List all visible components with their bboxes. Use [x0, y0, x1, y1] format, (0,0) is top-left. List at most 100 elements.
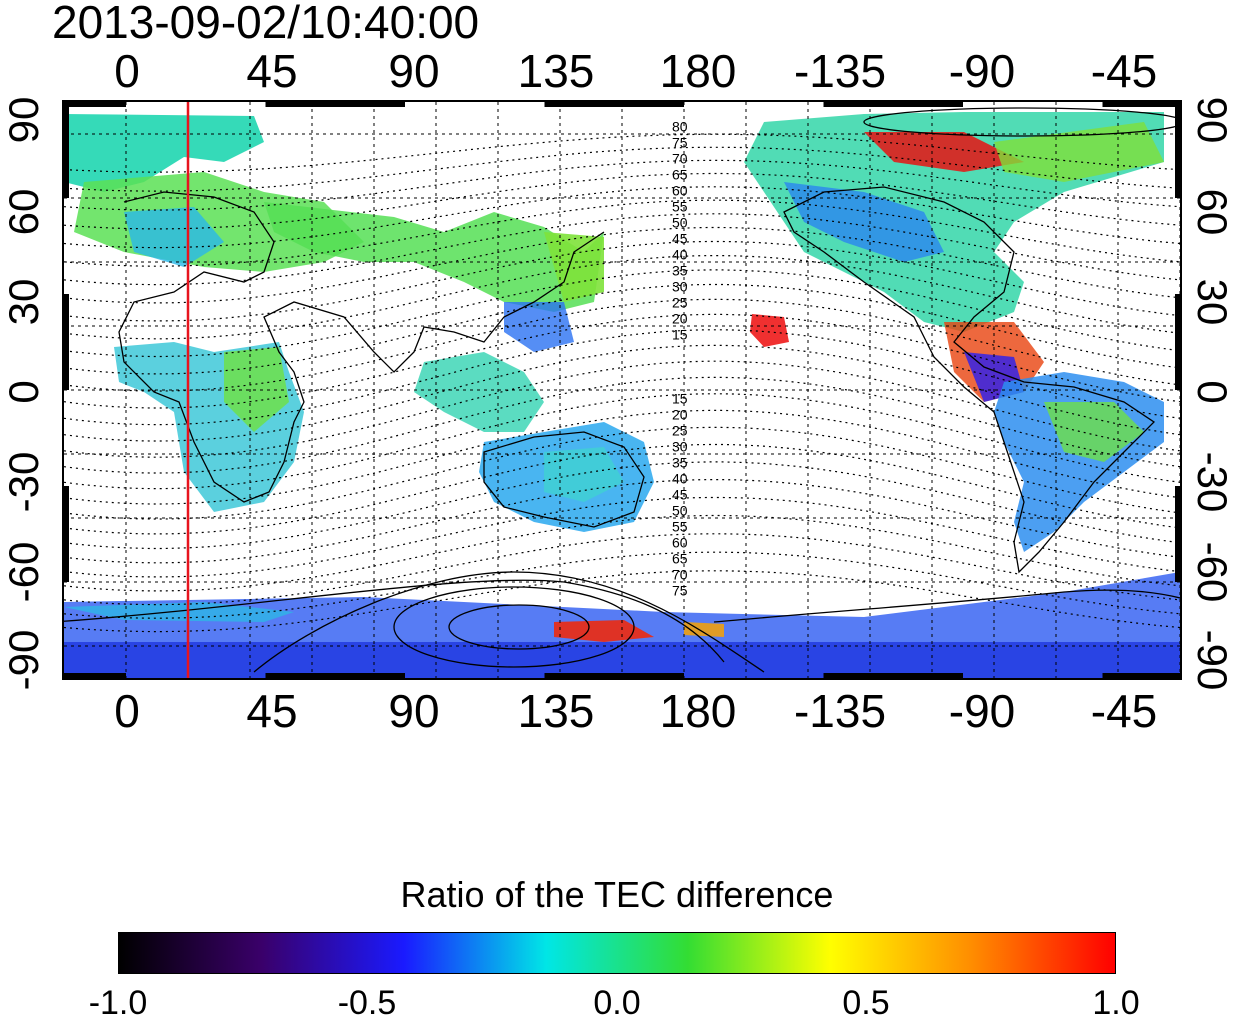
- left-lat-tick: 60: [0, 188, 47, 236]
- contour-label: 50: [672, 503, 688, 519]
- map-panel: 80 75 70 65 60 55 50 45 40 35 30 25 20 15 15 20 25 30 35 40…: [53, 100, 1195, 680]
- contour-label: 30: [672, 439, 688, 455]
- magnetic-contour: [63, 226, 1181, 304]
- left-lat-tick: 0: [0, 380, 47, 404]
- left-lat-tick: -30: [0, 451, 47, 513]
- frame-tick-bar: [823, 673, 963, 678]
- frame-tick-bar: [1175, 486, 1180, 582]
- bottom-lon-tick: -135: [793, 685, 887, 737]
- contour-label: 70: [672, 567, 688, 583]
- contour-label: 60: [672, 535, 688, 551]
- contour-label: 75: [672, 135, 688, 151]
- contour-label: 25: [672, 423, 688, 439]
- contour-label: 15: [672, 391, 688, 407]
- left-lat-tick: 90: [0, 96, 47, 144]
- plot-title: 2013-09-02/10:40:00: [52, 0, 480, 48]
- right-lat-tick: 30: [1189, 278, 1236, 326]
- top-lon-tick: 45: [246, 45, 298, 97]
- magnetic-contour: [63, 344, 1181, 442]
- frame-tick-bar: [1175, 102, 1180, 198]
- contour-label: 55: [672, 199, 688, 215]
- right-lat-tick: 0: [1189, 380, 1236, 404]
- top-lon-tick: -135: [793, 45, 887, 97]
- frame-tick-bar: [64, 102, 69, 198]
- contour-label: 35: [672, 455, 688, 471]
- contour-label: 65: [672, 167, 688, 183]
- right-lat-tick: -60: [1189, 541, 1236, 603]
- bottom-lon-tick: 135: [517, 685, 595, 737]
- top-lon-tick: -90: [948, 45, 1016, 97]
- magnetic-contour: [63, 461, 1181, 550]
- bottom-lon-tick: 0: [114, 685, 140, 737]
- left-lat-tick: -90: [0, 629, 47, 691]
- contour-labels: 8075706560555045403530252015152025303540…: [672, 119, 688, 599]
- frame-tick-bar: [64, 486, 69, 582]
- contour-label: 75: [672, 583, 688, 599]
- top-lon-tick: 180: [659, 45, 737, 97]
- frame-tick-bar: [265, 102, 405, 107]
- contour-label: 55: [672, 519, 688, 535]
- magnetic-contour: [63, 409, 1181, 505]
- top-lon-tick: 90: [388, 45, 440, 97]
- right-lat-tick: 90: [1189, 96, 1236, 144]
- colorbar: [118, 932, 1116, 974]
- bottom-lon-tick: -45: [1090, 685, 1158, 737]
- magnetic-contour: [63, 313, 1181, 409]
- frame-tick-bar: [64, 294, 69, 390]
- right-lat-tick: -30: [1189, 451, 1236, 513]
- tec-map: 8075706560555045403530252015152025303540…: [53, 102, 1195, 678]
- contour-label: 45: [672, 487, 688, 503]
- colorbar-title: Ratio of the TEC difference: [400, 874, 834, 915]
- bottom-lon-tick: 45: [246, 685, 298, 737]
- contour-label: 15: [672, 327, 688, 343]
- contour-label: 40: [672, 247, 688, 263]
- contour-label: 65: [672, 551, 688, 567]
- contour-label: 35: [672, 263, 688, 279]
- left-lat-tick: 30: [0, 278, 47, 326]
- contour-label: 70: [672, 151, 688, 167]
- frame-tick-bars: [64, 102, 1180, 678]
- magnetic-contour: [63, 426, 1181, 520]
- frame-tick-bar: [265, 673, 405, 678]
- top-lon-tick: -45: [1090, 45, 1158, 97]
- colorbar-tick: -0.5: [337, 984, 397, 1022]
- magnetic-contour: [63, 172, 1181, 230]
- right-lat-tick: 60: [1189, 188, 1236, 236]
- frame-tick-bar: [1102, 673, 1180, 678]
- contour-label: 50: [672, 215, 688, 231]
- colorbar-tick: -1.0: [88, 984, 148, 1022]
- magnetic-contour: [63, 283, 1181, 375]
- bottom-lon-tick: -90: [948, 685, 1016, 737]
- contour-label: 60: [672, 183, 688, 199]
- contour-label: 30: [672, 279, 688, 295]
- magnetic-contour: [63, 199, 1181, 267]
- frame-tick-bar: [1102, 102, 1180, 107]
- top-lon-tick: 0: [114, 45, 140, 97]
- magnetic-contour: [63, 240, 1181, 322]
- magnetic-contour: [63, 133, 1181, 173]
- contour-label: 20: [672, 407, 688, 423]
- frame-tick-bar: [544, 102, 684, 107]
- frame-tick-bar: [64, 102, 126, 107]
- bottom-lon-tick: 180: [659, 685, 737, 737]
- contour-label: 45: [672, 231, 688, 247]
- colorbar-tick: 0.0: [593, 984, 641, 1022]
- frame-tick-bar: [1175, 294, 1180, 390]
- colorbar-tick: 1.0: [1092, 984, 1140, 1022]
- coastlines: [53, 186, 1195, 663]
- left-lat-tick: -60: [0, 541, 47, 603]
- contour-label: 40: [672, 471, 688, 487]
- contour-label: 25: [672, 295, 688, 311]
- magnetic-contour: [63, 360, 1181, 458]
- right-lat-tick: -90: [1189, 629, 1236, 691]
- top-lon-tick: 135: [517, 45, 595, 97]
- magnetic-contour: [63, 159, 1181, 211]
- contour-label: 20: [672, 311, 688, 327]
- south-magnetic-pole-contours: [253, 571, 765, 673]
- frame-tick-bar: [64, 673, 126, 678]
- frame-tick-bar: [823, 102, 963, 107]
- contour-label: 80: [672, 119, 688, 135]
- bottom-lon-tick: 90: [388, 685, 440, 737]
- frame-tick-bar: [544, 673, 684, 678]
- colorbar-tick: 0.5: [842, 984, 890, 1022]
